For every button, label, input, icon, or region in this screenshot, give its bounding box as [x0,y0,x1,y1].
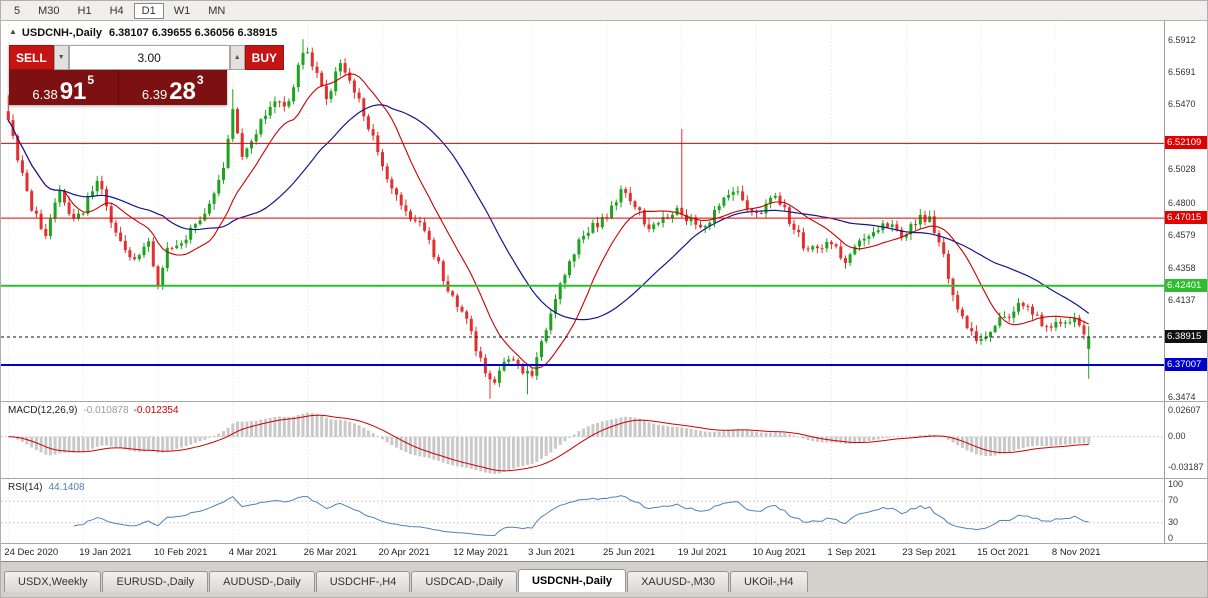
chart-tab-usdcad-daily[interactable]: USDCAD-,Daily [411,571,517,592]
trade-panel-controls: SELL ▼ ▲ BUY [9,45,285,70]
panel-separator[interactable] [1,401,1207,402]
trade-panel-prices: 6.38 91 5 6.39 28 3 [9,70,227,105]
price-line-label: 6.38915 [1165,330,1207,343]
rsi-axis-label: 70 [1168,495,1179,506]
macd-name: MACD(12,26,9) [8,405,78,416]
macd-signal-value: -0.012354 [133,405,179,416]
chart-tab-ukoil-h4[interactable]: UKOil-,H4 [730,571,808,592]
rsi-canvas[interactable] [1,479,1164,543]
sell-price[interactable]: 6.38 91 5 [9,70,118,105]
symbol-period-label: USDCNH-,Daily [21,27,102,39]
one-click-trade-panel: SELL ▼ ▲ BUY 6.38 91 5 6.39 28 3 [9,45,285,105]
chart-tabs-bar: USDX,Weekly EURUSD-,Daily AUDUSD-,Daily USD… [1,561,1207,597]
buy-price[interactable]: 6.39 28 3 [119,70,228,105]
chart-tabs: USDX,Weekly EURUSD-,Daily AUDUSD-,Daily USD… [4,569,809,592]
volume-increase-button[interactable]: ▲ [229,45,245,70]
period-button-h1[interactable]: H1 [70,3,100,19]
chart-window: 6.5912 6.5691 6.5470 6.5028 6.4800 6.4579 6.43… [1,21,1207,561]
date-axis-label: 23 Sep 2021 [902,547,957,558]
spin-down-icon: ▼ [57,54,65,61]
period-toolbar: 5 M30 H1 H4 D1 W1 MN [1,1,1207,21]
chart-tab-usdcnh-daily[interactable]: USDCNH-,Daily [517,569,627,592]
panel-separator[interactable] [1,543,1207,544]
rsi-name: RSI(14) [8,482,43,493]
price-axis-label: 6.4579 [1168,230,1196,241]
date-axis-label: 25 Jun 2021 [603,547,656,558]
price-line-label: 6.47015 [1165,211,1207,225]
macd-axis-label: 0.02607 [1168,404,1201,415]
date-axis-label: 19 Jul 2021 [677,547,727,558]
panel-separator[interactable] [1,478,1207,479]
chart-tab-usdx-weekly[interactable]: USDX,Weekly [4,571,102,592]
sell-price-point: 5 [87,73,95,87]
volume-input[interactable] [68,45,230,70]
price-axis-label: 6.5470 [1168,99,1196,110]
date-axis-label: 4 Mar 2021 [228,547,277,558]
spin-up-icon: ▲ [233,54,241,61]
volume-stepper: ▼ ▲ [53,45,245,70]
date-axis-label: 26 Mar 2021 [303,547,357,558]
rsi-value: 44.1408 [48,482,85,493]
macd-canvas[interactable] [1,402,1164,478]
chart-tab-eurusd-daily[interactable]: EURUSD-,Daily [102,571,209,592]
date-axis-label: 19 Jan 2021 [79,547,132,558]
period-button-d1[interactable]: D1 [133,2,164,19]
buy-button[interactable]: BUY [244,45,285,70]
buy-price-pips: 28 [169,77,196,105]
time-axis: 24 Dec 2020 19 Jan 2021 10 Feb 2021 4 Mar 2… [1,544,1207,561]
price-axis-label: 6.4800 [1168,197,1196,208]
price-line-label: 6.52109 [1165,136,1207,150]
period-button-h4[interactable]: H4 [102,3,132,19]
price-chart-canvas[interactable] [1,21,1164,401]
ohlc-values: 6.38107 6.39655 6.36056 6.38915 [109,27,278,39]
buy-price-prefix: 6.39 [141,86,168,102]
macd-axis-label: -0.03187 [1168,462,1204,473]
date-axis-label: 10 Aug 2021 [752,547,806,558]
period-button-mn[interactable]: MN [200,3,233,19]
collapse-trade-panel-icon[interactable]: ▲ [9,27,17,36]
chart-title: ▲ USDCNH-,Daily 6.38107 6.39655 6.36056 6.… [9,27,277,39]
date-axis-label: 8 Nov 2021 [1051,547,1101,558]
date-axis-label: 15 Oct 2021 [977,547,1029,558]
price-axis: 6.5912 6.5691 6.5470 6.5028 6.4800 6.4579 6.43… [1164,21,1207,544]
price-axis-label: 6.3474 [1168,392,1196,403]
sell-price-prefix: 6.38 [32,86,58,102]
date-axis-label: 12 May 2021 [453,547,509,558]
price-divider [117,70,119,105]
rsi-axis-label: 100 [1168,479,1184,489]
period-button-m30[interactable]: M30 [30,3,67,19]
date-axis-label: 1 Sep 2021 [827,547,876,558]
period-button-5[interactable]: 5 [6,3,28,19]
date-axis-label: 24 Dec 2020 [4,547,59,558]
buy-price-point: 3 [196,73,204,87]
price-line-label: 6.42401 [1165,278,1207,292]
price-axis-label: 6.5691 [1168,66,1196,77]
macd-indicator-title: MACD(12,26,9) -0.010878 -0.012354 [8,405,179,416]
price-axis-label: 6.4137 [1168,294,1196,305]
macd-axis-label: 0.00 [1168,430,1186,441]
sell-button[interactable]: SELL [9,45,54,70]
rsi-axis-label: 0 [1168,533,1174,543]
period-button-w1[interactable]: W1 [166,3,199,19]
sell-price-pips: 91 [59,77,87,105]
chart-tab-xauusd-m30[interactable]: XAUUSD-,M30 [627,571,730,592]
chart-tab-audusd-daily[interactable]: AUDUSD-,Daily [209,571,315,592]
date-axis-label: 3 Jun 2021 [528,547,576,558]
price-axis-label: 6.4358 [1168,262,1196,273]
volume-decrease-button[interactable]: ▼ [53,45,69,70]
date-axis-label: 10 Feb 2021 [154,547,208,558]
date-axis-label: 20 Apr 2021 [378,547,430,558]
price-line-label: 6.37007 [1165,358,1207,371]
price-axis-label: 6.5912 [1168,34,1196,45]
macd-main-value: -0.010878 [83,405,129,416]
chart-tab-usdchf-h4[interactable]: USDCHF-,H4 [315,571,411,592]
rsi-indicator-title: RSI(14) 44.1408 [8,482,85,493]
price-axis-label: 6.5028 [1168,164,1196,175]
rsi-axis-label: 30 [1168,516,1179,527]
